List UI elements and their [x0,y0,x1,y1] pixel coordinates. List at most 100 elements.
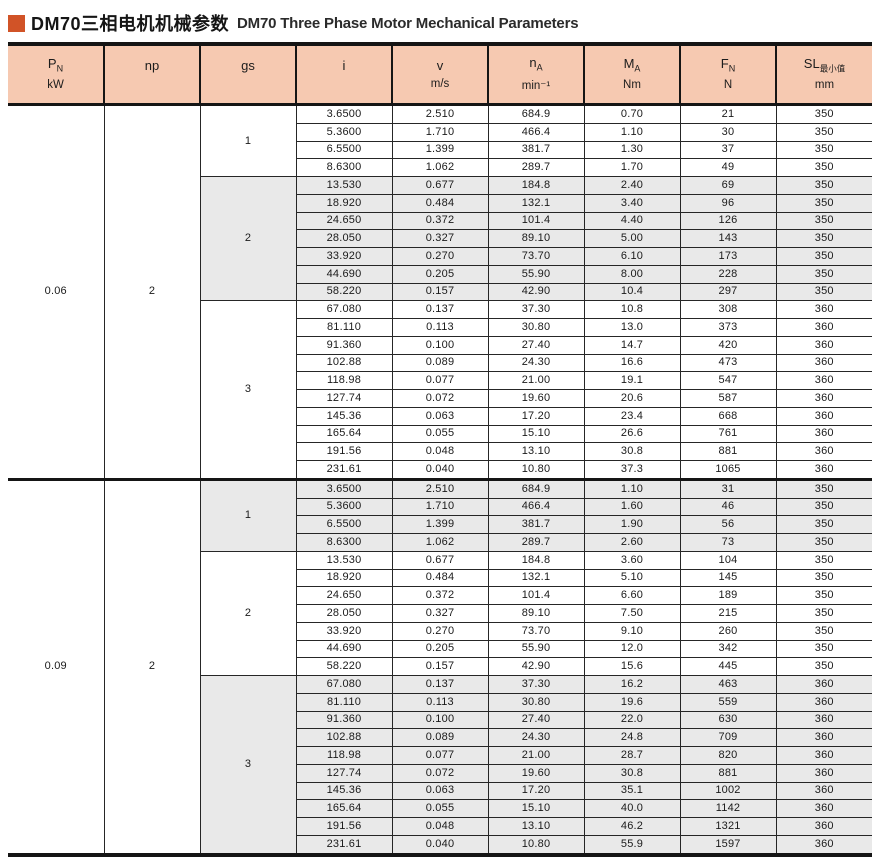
table-row: 165.64 0.055 15.10 26.6 761 360 [8,424,872,443]
table-row: 102.88 0.089 24.30 16.6 473 360 [8,353,872,372]
cell-v: 0.077 [391,746,488,765]
cell-fn: 46 [679,497,776,516]
cell-ma: 28.7 [583,746,680,765]
cell-v: 1.399 [391,515,488,534]
cell-i: 44.690 [295,639,392,658]
cell-i: 231.61 [295,460,392,480]
cell-sl: 350 [775,533,872,552]
cell-i: 33.920 [295,247,392,266]
cell-fn: 69 [679,176,776,195]
cell-v: 2.510 [391,477,488,498]
cell-sl: 350 [775,639,872,658]
cell-sl: 350 [775,586,872,605]
cell-ma: 14.7 [583,335,680,354]
cell-i: 13.530 [295,550,392,569]
table-row: 3 67.080 0.137 37.30 10.8 308 360 [8,300,872,480]
table-header: PN kW np gs i v m/s nA min⁻¹ MA Nm FN N SL最小值 mm [8,44,872,106]
cell-sl: 360 [775,335,872,354]
cell-ma: 1.90 [583,515,680,534]
table-row: 81.110 0.113 30.80 19.6 559 360 [8,692,872,711]
cell-sl: 350 [775,477,872,498]
cell-fn: 21 [679,104,776,124]
cell-pn: 0.09 [8,477,104,855]
cell-na: 684.9 [487,477,584,498]
table-row: 127.74 0.072 19.60 30.8 881 360 [8,763,872,782]
cell-fn: 31 [679,477,776,498]
cell-v: 0.113 [391,318,488,337]
cell-v: 0.055 [391,799,488,818]
cell-fn: 126 [679,211,776,230]
cell-ma: 1.30 [583,140,680,159]
cell-i: 58.220 [295,282,392,301]
table-row: 0.06 2 1 3.6500 2.510 684.9 0.70 21 350 [8,104,872,480]
cell-i: 102.88 [295,353,392,372]
cell-na: 289.7 [487,158,584,177]
cell-sl: 360 [775,692,872,711]
cell-fn: 143 [679,229,776,248]
cell-sl: 360 [775,371,872,390]
cell-i: 145.36 [295,406,392,425]
cell-na: 17.20 [487,781,584,800]
cell-fn: 463 [679,675,776,694]
cell-i: 5.3600 [295,122,392,141]
cell-v: 2.510 [391,104,488,124]
cell-fn: 820 [679,746,776,765]
page-title-cn: DM70三相电机机械参数 [31,14,230,34]
cell-v: 0.157 [391,282,488,301]
cell-na: 10.80 [487,460,584,480]
cell-sl: 360 [775,675,872,694]
cell-i: 145.36 [295,781,392,800]
cell-fn: 104 [679,550,776,569]
cell-na: 381.7 [487,140,584,159]
cell-na: 19.60 [487,763,584,782]
cell-fn: 559 [679,692,776,711]
cell-ma: 1.10 [583,122,680,141]
table-row: 28.050 0.327 89.10 7.50 215 350 [8,604,872,623]
table-row: 118.98 0.077 21.00 19.1 547 360 [8,371,872,390]
cell-ma: 22.0 [583,710,680,729]
table-header-row: PN kW np gs i v m/s nA min⁻¹ MA Nm FN N SL最小值 mm [8,44,872,106]
cell-na: 466.4 [487,122,584,141]
cell-v: 0.089 [391,728,488,747]
cell-na: 30.80 [487,692,584,711]
cell-v: 0.089 [391,353,488,372]
cell-v: 0.077 [391,371,488,390]
cell-sl: 360 [775,763,872,782]
cell-v: 0.484 [391,568,488,587]
cell-i: 127.74 [295,763,392,782]
cell-ma: 4.40 [583,211,680,230]
cell-na: 37.30 [487,300,584,319]
cell-fn: 215 [679,604,776,623]
cell-ma: 23.4 [583,406,680,425]
cell-fn: 173 [679,247,776,266]
cell-sl: 350 [775,604,872,623]
cell-fn: 145 [679,568,776,587]
cell-gs: 3 [199,675,296,855]
table-row: 24.650 0.372 101.4 6.60 189 350 [8,586,872,605]
cell-ma: 8.00 [583,264,680,283]
cell-sl: 360 [775,799,872,818]
cell-i: 191.56 [295,442,392,461]
cell-v: 0.100 [391,335,488,354]
cell-i: 18.920 [295,193,392,212]
cell-sl: 350 [775,497,872,516]
cell-fn: 668 [679,406,776,425]
cell-fn: 297 [679,282,776,301]
cell-na: 184.8 [487,176,584,195]
cell-ma: 24.8 [583,728,680,747]
cell-na: 19.60 [487,389,584,408]
table-row: 5.3600 1.710 466.4 1.10 30 350 [8,122,872,141]
table-row: 24.650 0.372 101.4 4.40 126 350 [8,211,872,230]
table-row: 44.690 0.205 55.90 12.0 342 350 [8,639,872,658]
cell-ma: 20.6 [583,389,680,408]
cell-i: 28.050 [295,229,392,248]
cell-fn: 30 [679,122,776,141]
cell-gs: 1 [199,104,296,177]
cell-fn: 881 [679,442,776,461]
cell-gs: 2 [199,175,296,301]
cell-sl: 350 [775,568,872,587]
cell-ma: 16.6 [583,353,680,372]
cell-fn: 73 [679,533,776,552]
cell-i: 91.360 [295,335,392,354]
cell-ma: 46.2 [583,817,680,836]
